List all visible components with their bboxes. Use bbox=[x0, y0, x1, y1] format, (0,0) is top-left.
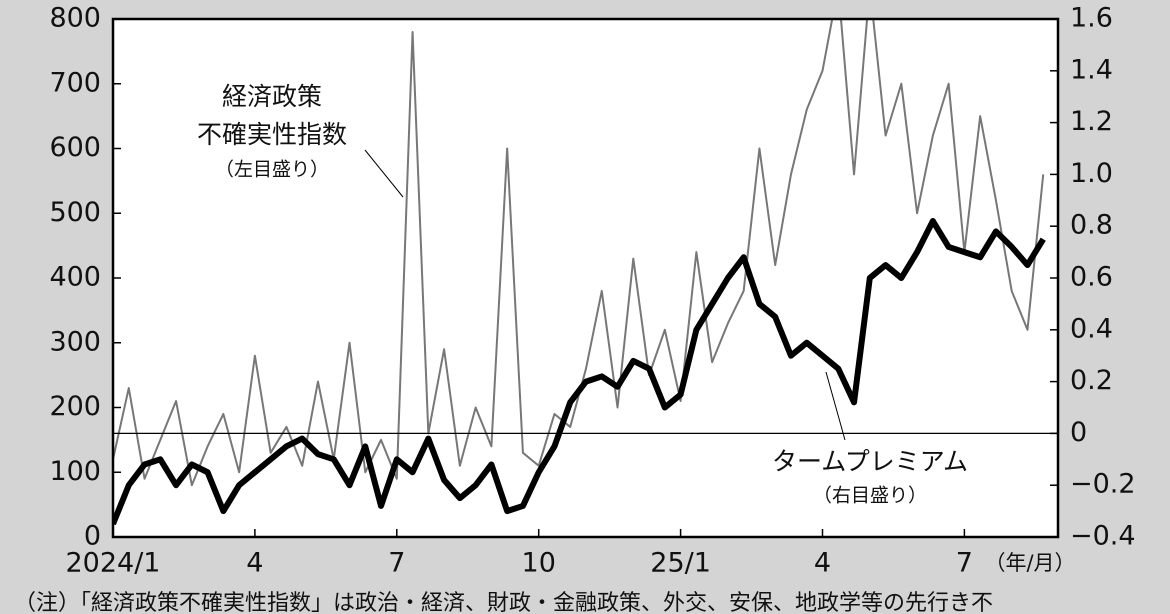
annotation: （右目盛り） bbox=[813, 485, 927, 507]
y2-tick-label: 1.2 bbox=[1070, 106, 1113, 137]
y-tick-label: 200 bbox=[49, 391, 101, 422]
x-tick-label: 7 bbox=[388, 548, 405, 579]
y-tick-label: 600 bbox=[49, 132, 101, 163]
y2-tick-label: 1.4 bbox=[1070, 54, 1113, 85]
y2-tick-label: 0 bbox=[1070, 417, 1087, 448]
y-tick-label: 300 bbox=[49, 326, 101, 357]
y2-tick-label: 0.8 bbox=[1070, 210, 1113, 241]
y-tick-label: 400 bbox=[49, 262, 101, 293]
series-line bbox=[113, 19, 1045, 487]
y2-tick-label: 0.6 bbox=[1070, 262, 1113, 293]
x-tick-label: 7 bbox=[956, 548, 973, 579]
y-tick-label: 700 bbox=[49, 67, 101, 98]
series-line bbox=[113, 218, 1046, 526]
leader-line bbox=[364, 149, 404, 198]
annotation: 不確実性指数 bbox=[197, 120, 347, 149]
y2-tick-label: −0.2 bbox=[1070, 469, 1136, 500]
annotation: タームプレミアム bbox=[772, 447, 968, 476]
y2-tick-label: −0.4 bbox=[1070, 521, 1136, 552]
x-unit-label: （年/月） bbox=[984, 551, 1075, 575]
y2-tick-label: 0.4 bbox=[1070, 313, 1113, 344]
y2-tick-label: 1.6 bbox=[1070, 3, 1113, 34]
annotation: （左目盛り） bbox=[215, 159, 329, 181]
x-tick-label: 25/1 bbox=[650, 548, 711, 579]
y2-tick-label: 0.2 bbox=[1070, 365, 1113, 396]
y-tick-label: 100 bbox=[49, 456, 101, 487]
y2-tick-label: 1.0 bbox=[1070, 158, 1113, 189]
note: （注）「経済政策不確実性指数」は政治・経済、財政・金融政策、外交、安保、地政学等… bbox=[14, 591, 993, 614]
y-tick-label: 800 bbox=[49, 3, 101, 34]
y-tick-label: 0 bbox=[84, 521, 101, 552]
x-tick-label: 4 bbox=[814, 548, 831, 579]
x-tick-label: 4 bbox=[246, 548, 263, 579]
x-tick-label: 10 bbox=[522, 548, 556, 579]
y-tick-label: 500 bbox=[49, 197, 101, 228]
leader-line bbox=[825, 371, 846, 441]
annotation: 経済政策 bbox=[222, 82, 322, 111]
x-tick-label: 2024/1 bbox=[66, 548, 161, 579]
